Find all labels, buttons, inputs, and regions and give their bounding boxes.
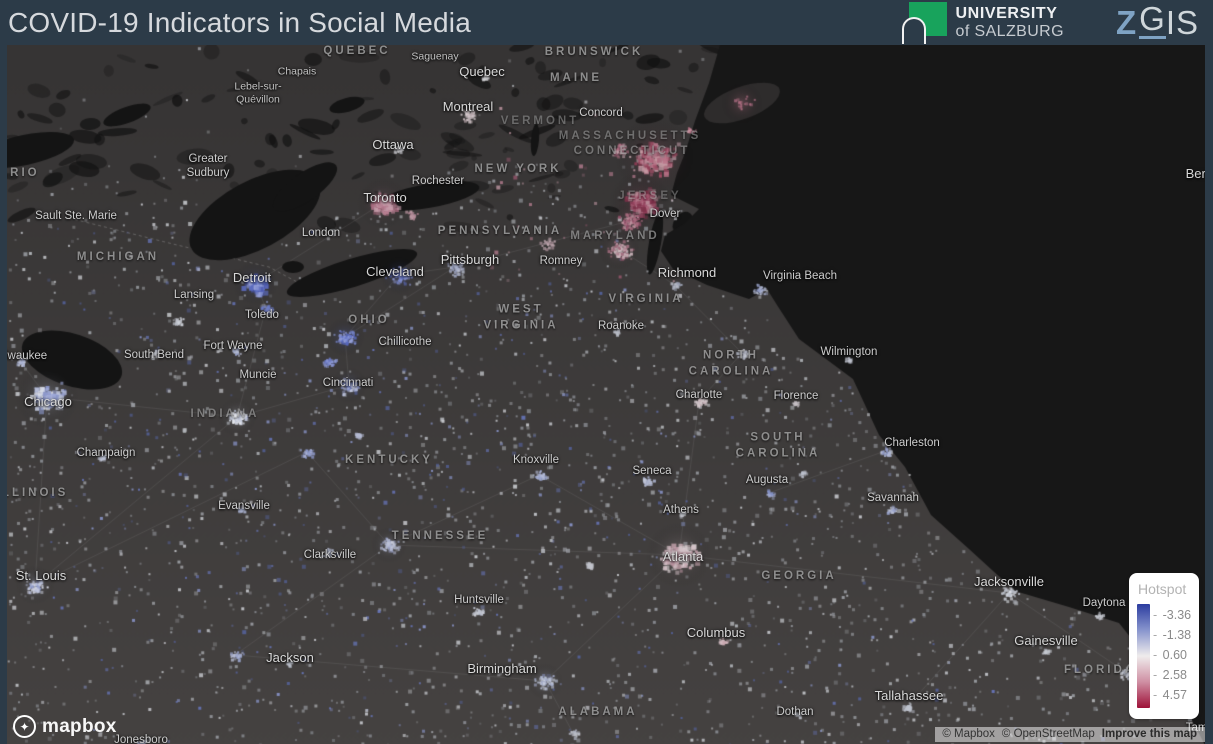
improve-this-map-link[interactable]: Improve this map (1101, 728, 1197, 740)
hotspot-legend: Hotspot - -3.36 - -1.38 - 0.60 - 2.58 - 4.57 (1129, 573, 1199, 719)
legend-tick: - 4.57 (1153, 687, 1187, 702)
university-logo-text: UNIVERSITY of SALZBURG (955, 4, 1064, 40)
legend-tick: - -1.38 (1153, 627, 1192, 642)
legend-title: Hotspot (1138, 581, 1187, 597)
legend-tick: - 0.60 (1153, 647, 1187, 662)
osm-attribution-link[interactable]: © OpenStreetMap (1001, 728, 1095, 740)
legend-tick: - -3.36 (1153, 608, 1192, 622)
university-of-salzburg-logo: UNIVERSITY of SALZBURG (901, 1, 1064, 44)
legend-tick: - 2.58 (1153, 667, 1187, 682)
map-attribution: © Mapbox © OpenStreetMap Improve this ma… (935, 727, 1205, 742)
legend-gradient-bar (1137, 604, 1150, 708)
mapbox-wordmark: mapbox (42, 715, 117, 737)
mapbox-icon: ✦ (13, 715, 36, 738)
mapbox-attribution-link[interactable]: © Mapbox (942, 728, 995, 740)
university-logo-mark (901, 1, 947, 44)
map-container: QUÉBEC BRUNSWICK MAINE VERMONT MASSACHUSETTS… (7, 45, 1205, 744)
app-header: COVID-19 Indicators in Social Media UNIV… (0, 0, 1213, 45)
page-title: COVID-19 Indicators in Social Media (8, 6, 471, 38)
map-canvas[interactable] (7, 45, 1205, 744)
university-logo-arch-icon (901, 16, 926, 44)
mapbox-logo-link[interactable]: ✦ mapbox (13, 715, 117, 738)
zgis-logo: Z G IS (1115, 0, 1199, 41)
header-logos: UNIVERSITY of SALZBURG Z G IS (901, 0, 1199, 44)
legend-ticks: - -3.36 - -1.38 - 0.60 - 2.58 - 4.57 (1153, 604, 1191, 708)
